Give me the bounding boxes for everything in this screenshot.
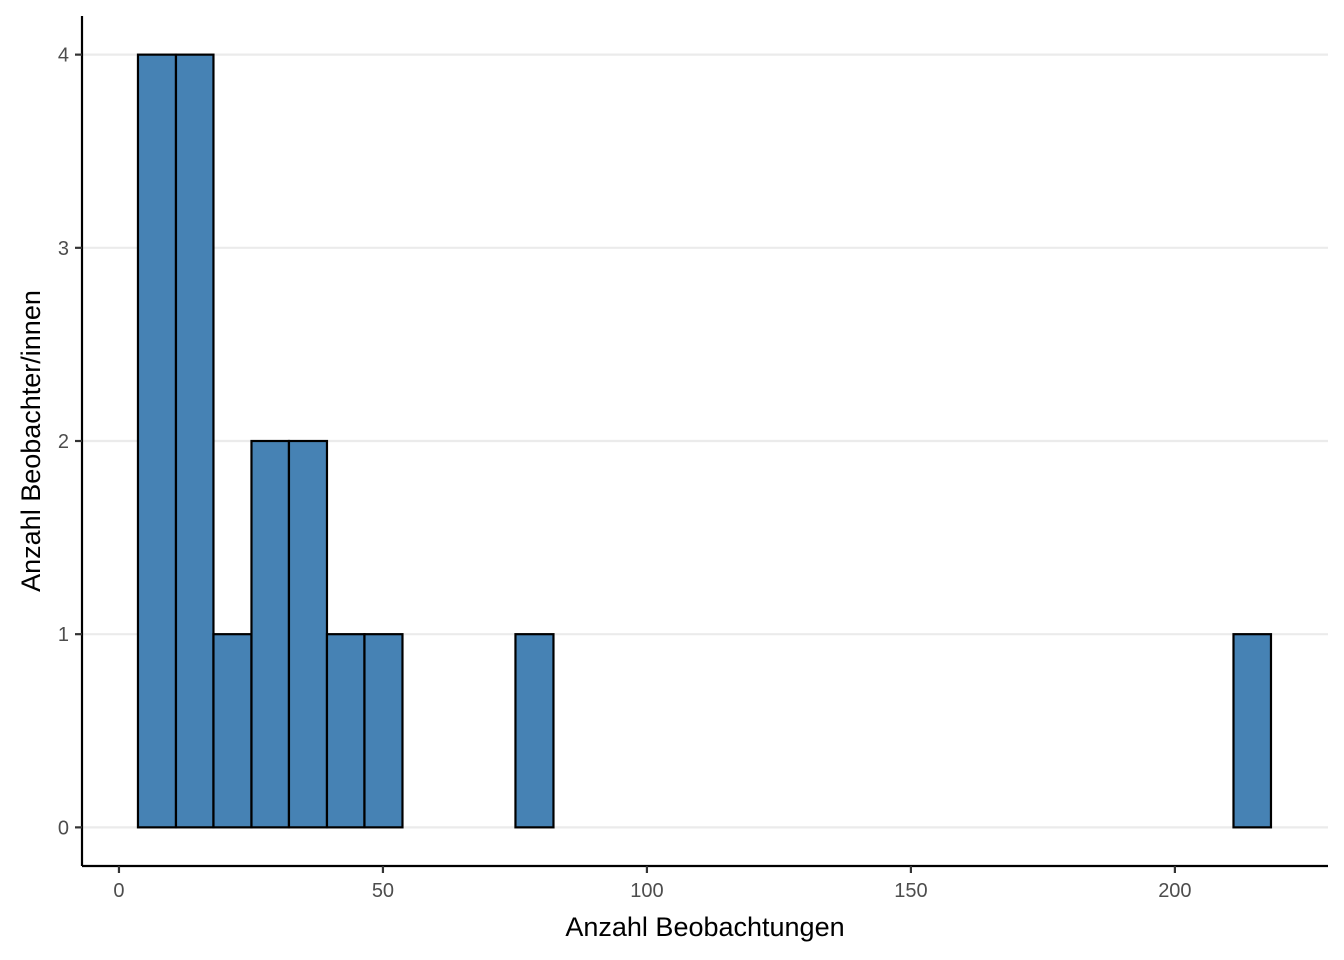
x-tick-label: 50	[372, 880, 394, 902]
histogram-bar	[136, 53, 178, 829]
histogram-bar	[363, 633, 404, 829]
histogram-bar	[212, 633, 253, 829]
x-axis-ticks: 0 50 100 150 200	[113, 866, 1192, 902]
histogram-bar	[514, 633, 555, 829]
histogram-bar	[1232, 633, 1273, 829]
y-tick-label: 3	[58, 238, 69, 260]
y-axis-title: Anzahl Beobachter/innen	[16, 290, 46, 592]
y-axis-ticks: 0 1 2 3 4	[58, 45, 82, 839]
histogram-bars	[136, 53, 1273, 829]
y-tick-label: 1	[58, 624, 69, 646]
histogram-bar	[250, 439, 291, 829]
x-tick-label: 100	[630, 880, 663, 902]
histogram-bar	[287, 439, 329, 829]
y-tick-label: 0	[58, 817, 69, 839]
histogram-bar	[174, 53, 215, 829]
x-axis-title: Anzahl Beobachtungen	[565, 912, 844, 942]
y-tick-label: 2	[58, 431, 69, 453]
x-tick-label: 200	[1158, 880, 1191, 902]
y-tick-label: 4	[58, 45, 69, 67]
histogram-bar	[325, 633, 366, 829]
x-tick-label: 150	[894, 880, 927, 902]
x-tick-label: 0	[113, 880, 124, 902]
